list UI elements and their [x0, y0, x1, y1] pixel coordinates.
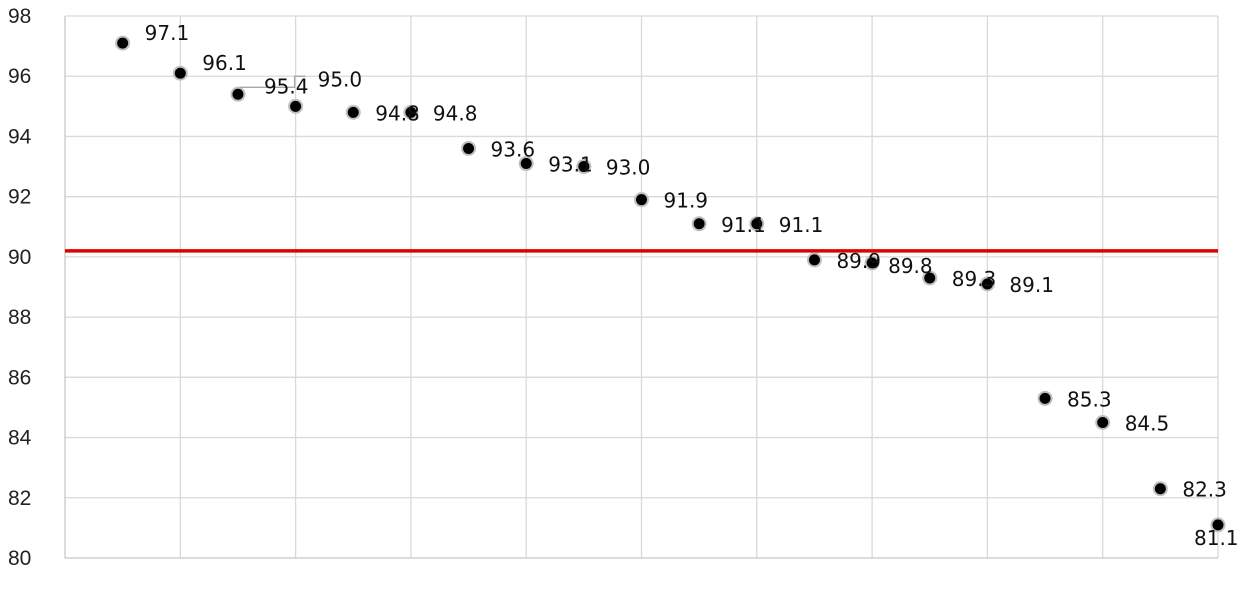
y-tick-label: 90: [8, 246, 31, 269]
data-label: 93.1: [548, 153, 593, 177]
y-tick-label: 82: [8, 487, 31, 510]
data-point: [461, 140, 477, 156]
data-point: [1210, 517, 1226, 533]
data-label: 96.1: [202, 51, 247, 75]
data-point: [1037, 390, 1053, 406]
data-label: 89.1: [1009, 273, 1054, 297]
data-point: [576, 159, 592, 175]
y-tick-label: 94: [8, 125, 32, 148]
y-tick-label: 98: [8, 5, 31, 28]
data-label: 91.1: [779, 213, 824, 237]
data-point: [691, 216, 707, 232]
data-point: [749, 216, 765, 232]
data-label: 94.8: [433, 101, 478, 125]
data-point: [230, 86, 246, 102]
data-label: 89.8: [888, 254, 933, 278]
data-label: 82.3: [1182, 478, 1227, 502]
data-label: 97.1: [145, 21, 190, 45]
data-point: [922, 270, 938, 286]
data-label: 95.4: [264, 74, 309, 98]
y-tick-label: 92: [8, 186, 31, 209]
data-point: [864, 255, 880, 271]
data-points: [115, 35, 1226, 533]
y-tick-labels: 80 82 84 86 88 90 92 94 96 98: [8, 5, 32, 570]
axes: [64, 16, 1218, 559]
data-label: 91.1: [721, 213, 766, 237]
data-label: 81.1: [1194, 526, 1239, 550]
label-leader-line: [239, 75, 306, 88]
data-label: 91.9: [664, 189, 709, 213]
data-point: [806, 252, 822, 268]
data-point: [1095, 415, 1111, 430]
data-point: [345, 104, 361, 120]
y-tick-label: 84: [8, 427, 32, 450]
data-point: [979, 276, 995, 292]
data-point: [288, 98, 304, 114]
data-label: 94.8: [375, 101, 420, 125]
data-label: 95.0: [318, 67, 363, 91]
data-label: 84.5: [1125, 412, 1170, 436]
y-tick-label: 96: [8, 65, 31, 88]
y-tick-label: 80: [8, 547, 31, 570]
y-tick-label: 88: [8, 306, 31, 329]
data-point: [634, 192, 649, 208]
y-tick-label: 86: [8, 366, 31, 389]
data-point: [403, 104, 419, 120]
data-label: 89.9: [836, 249, 881, 273]
data-label: 93.6: [491, 137, 536, 161]
data-point: [1152, 481, 1168, 497]
data-label: 89.3: [952, 267, 997, 291]
data-label: 93.0: [606, 156, 651, 180]
data-point: [115, 35, 131, 51]
data-point: [518, 156, 534, 172]
data-label: 85.3: [1067, 387, 1112, 411]
data-labels: 97.1 96.1 95.4 95.0 94.8 94.8 93.6 93.1 93.0 91.9…: [145, 21, 1239, 550]
data-point: [172, 65, 188, 81]
